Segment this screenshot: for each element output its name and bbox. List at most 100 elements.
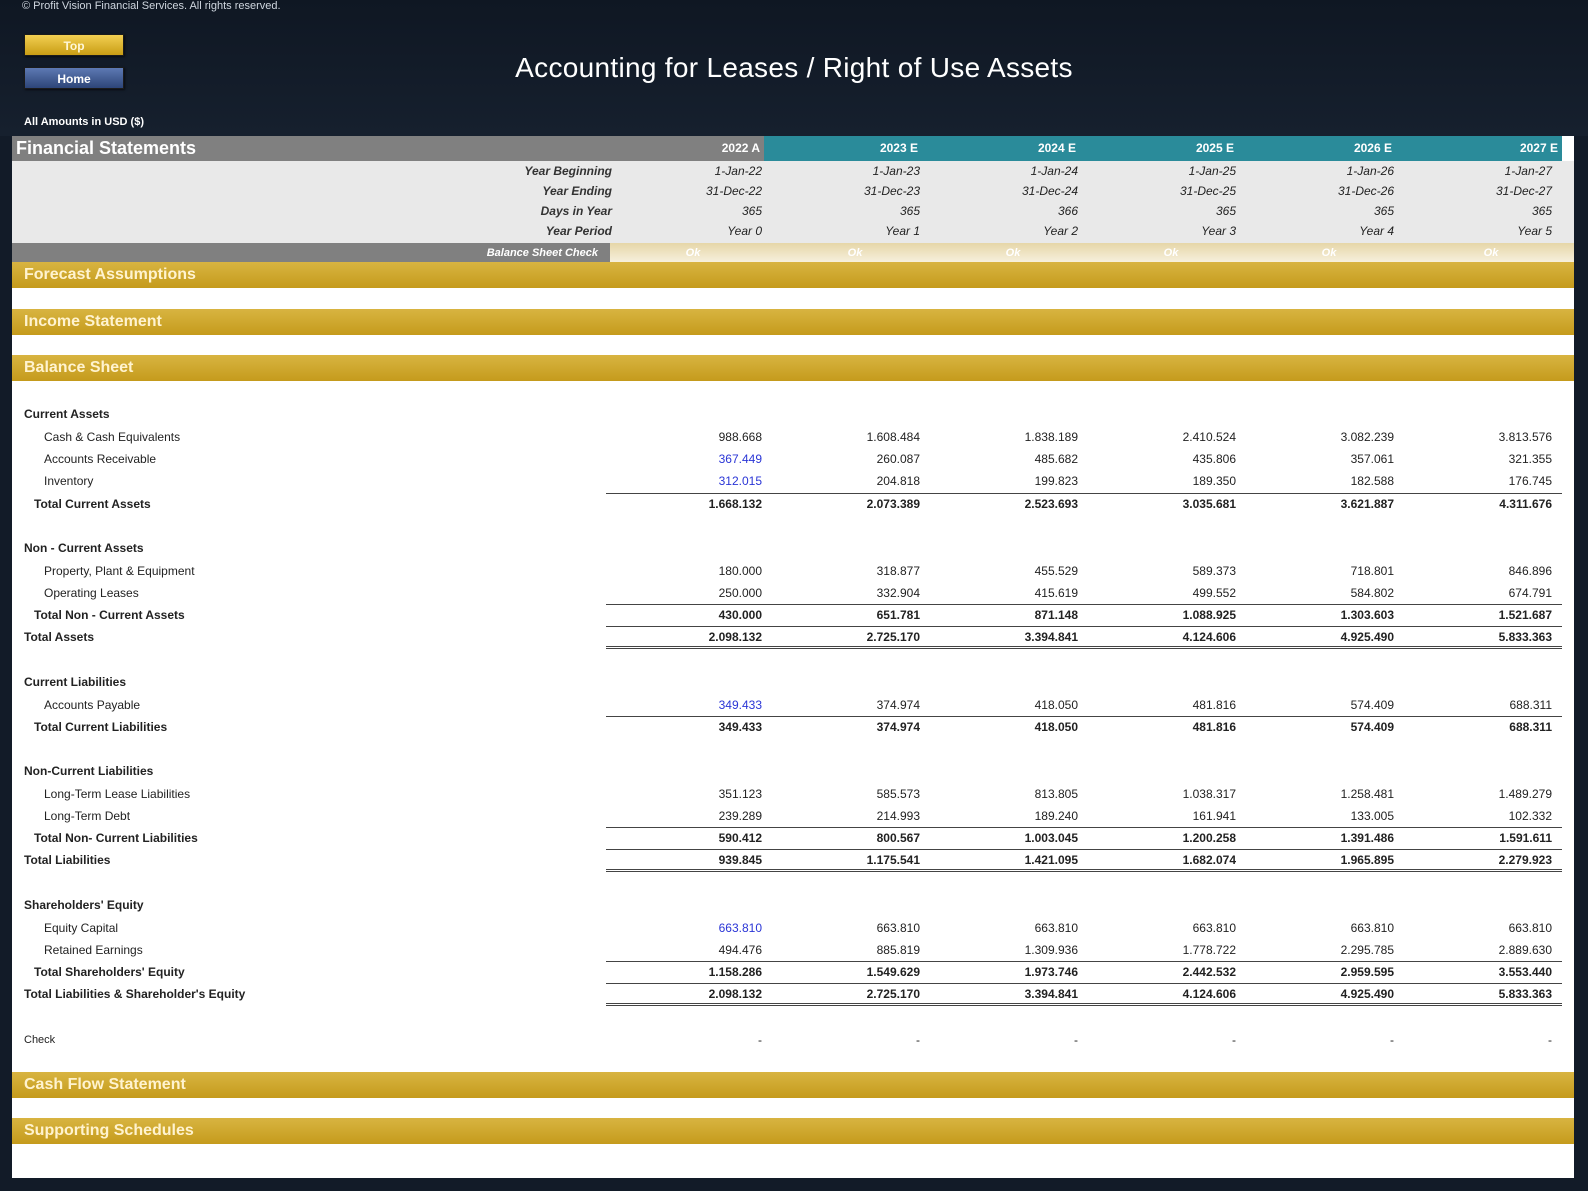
balance-sheet-row: Operating Leases 250.000 332.904 415.619 499… [12, 582, 1574, 604]
period-row-value: 365 [1215, 204, 1236, 218]
section-cash-flow-statement[interactable]: Cash Flow Statement [12, 1072, 1574, 1098]
value-cell: 663.810 [876, 921, 920, 935]
value-cell: 1.088.925 [1182, 608, 1236, 622]
value-cell: 250.000 [718, 586, 762, 600]
value-cell: 357.061 [1350, 452, 1394, 466]
row-label-total-liabilities-equity: Total Liabilities & Shareholder's Equity [24, 987, 246, 1001]
row-label-current-assets-head: Current Assets [24, 407, 110, 421]
row-label-total-current-liabilities: Total Current Liabilities [34, 720, 168, 734]
value-cell: 1.038.317 [1182, 787, 1236, 801]
bottom-frame [0, 1178, 1588, 1191]
period-row-value: 31-Dec-26 [1337, 184, 1394, 198]
section-income-statement[interactable]: Income Statement [12, 309, 1574, 335]
period-row-value: 365 [741, 204, 762, 218]
balance-sheet-row: Total Liabilities & Shareholder's Equity… [12, 983, 1574, 1005]
balance-check-label: Balance Sheet Check [12, 243, 610, 263]
row-label-receivable: Accounts Receivable [44, 452, 157, 466]
value-cell: 688.311 [1509, 698, 1553, 712]
value-cell: 663.810 [1508, 921, 1552, 935]
value-cell: 688.311 [1509, 720, 1552, 734]
period-row: Year Beginning 1-Jan-22 1-Jan-23 1-Jan-24 1-… [12, 161, 1574, 181]
period-row-label: Year Beginning [524, 164, 612, 178]
row-label-check: Check [24, 1034, 56, 1046]
value-cell: 4.124.606 [1182, 987, 1236, 1001]
input-cell[interactable]: 367.449 [718, 452, 762, 466]
balance-sheet-row: Retained Earnings 494.476 885.819 1.309.936… [12, 939, 1574, 961]
value-cell: 5.833.363 [1498, 630, 1552, 644]
value-cell: 651.781 [876, 608, 920, 622]
value-cell: 574.409 [1350, 698, 1394, 712]
value-cell: - [1074, 1033, 1078, 1047]
value-cell: 418.050 [1034, 698, 1078, 712]
input-cell[interactable]: 349.433 [718, 698, 762, 712]
value-cell: 499.552 [1192, 586, 1236, 600]
section-forecast-assumptions[interactable]: Forecast Assumptions [12, 262, 1574, 288]
value-cell: 3.082.239 [1340, 430, 1394, 444]
value-cell: 1.175.541 [866, 853, 920, 867]
row-label-total-equity: Total Shareholders' Equity [34, 965, 185, 979]
balance-sheet-row: Total Non- Current Liabilities 590.412 800… [12, 827, 1574, 849]
value-cell: 2.959.595 [1340, 965, 1394, 979]
value-cell: 1.521.687 [1498, 608, 1552, 622]
balance-check-ok: Ok [776, 243, 934, 263]
value-cell: 180.000 [718, 564, 762, 578]
balance-sheet-row: Total Non - Current Assets 430.000 651.781… [12, 604, 1574, 626]
top-button[interactable]: Top [24, 34, 124, 56]
value-cell: 4.124.606 [1182, 630, 1236, 644]
year-header-1: 2022 A [612, 136, 764, 161]
value-cell: 4.925.490 [1340, 630, 1394, 644]
section-balance-sheet[interactable]: Balance Sheet [12, 355, 1574, 381]
value-cell: 176.745 [1508, 474, 1552, 488]
value-cell: 1.973.746 [1024, 965, 1078, 979]
value-cell: 663.810 [1350, 921, 1394, 935]
input-cell[interactable]: 312.015 [718, 474, 762, 488]
value-cell: 239.289 [718, 809, 762, 823]
value-cell: 871.148 [1034, 608, 1078, 622]
value-cell: 133.005 [1350, 809, 1394, 823]
balance-check-ok: Ok [934, 243, 1092, 263]
value-cell: 1.003.045 [1024, 831, 1078, 845]
balance-check-ok: Ok [1092, 243, 1250, 263]
balance-check-ok: Ok [610, 243, 776, 263]
value-cell: 590.412 [718, 831, 762, 845]
grand-total-double-rule [606, 869, 1562, 872]
input-cell[interactable]: 663.810 [718, 921, 762, 935]
row-label-equity-head: Shareholders' Equity [24, 898, 144, 912]
period-row-value: 1-Jan-27 [1504, 164, 1552, 178]
value-cell: 663.810 [1192, 921, 1236, 935]
period-row-label: Days in Year [540, 204, 612, 218]
value-cell: 189.350 [1192, 474, 1236, 488]
period-row-value: 31-Dec-22 [705, 184, 762, 198]
period-row-value: Year 1 [885, 224, 920, 238]
value-cell: 2.098.132 [708, 987, 762, 1001]
value-cell: 800.567 [876, 831, 920, 845]
value-cell: 1.421.095 [1024, 853, 1078, 867]
total-rule [606, 849, 1562, 850]
row-label-non-current-assets-head: Non - Current Assets [24, 541, 144, 555]
row-label-inventory: Inventory [44, 474, 94, 488]
balance-sheet-group-heading: Current Liabilities [12, 671, 1574, 693]
period-row: Year Ending 31-Dec-22 31-Dec-23 31-Dec-24 31… [12, 181, 1574, 201]
row-label-payable: Accounts Payable [44, 698, 141, 712]
value-cell: - [1390, 1033, 1394, 1047]
value-cell: 349.433 [718, 720, 762, 734]
value-cell: 2.523.693 [1024, 497, 1078, 511]
value-cell: 374.974 [876, 698, 920, 712]
period-row-value: 31-Dec-24 [1021, 184, 1078, 198]
value-cell: 161.941 [1192, 809, 1236, 823]
section-supporting-schedules[interactable]: Supporting Schedules [12, 1118, 1574, 1144]
value-cell: 663.810 [1034, 921, 1078, 935]
period-row-label: Year Ending [542, 184, 612, 198]
row-label-cash: Cash & Cash Equivalents [44, 430, 181, 444]
value-cell: 1.668.132 [708, 497, 762, 511]
value-cell: 260.087 [876, 452, 920, 466]
home-button[interactable]: Home [24, 67, 124, 89]
value-cell: 182.588 [1350, 474, 1394, 488]
balance-sheet-row: Inventory 312.015 204.818 199.823 189.350 182… [12, 470, 1574, 492]
value-cell: 430.000 [718, 608, 762, 622]
balance-sheet-row: Check - - - - - - [12, 1029, 1574, 1051]
period-row-value: 1-Jan-22 [714, 164, 762, 178]
row-label-non-current-liabilities-head: Non-Current Liabilities [24, 764, 154, 778]
value-cell: 332.904 [876, 586, 920, 600]
value-cell: 939.845 [718, 853, 762, 867]
